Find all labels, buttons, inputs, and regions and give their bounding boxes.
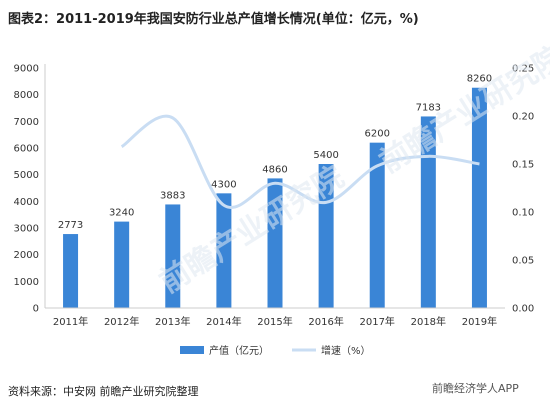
x-tick-label: 2011年 xyxy=(53,315,88,328)
bar-group: 2773 3240 3883 4300 4860 5400 6200 7183 8260 xyxy=(58,74,492,308)
y-left-tick-label: 4000 xyxy=(14,197,39,208)
bar-value-label: 4300 xyxy=(211,179,236,190)
x-tick-label: 2016年 xyxy=(308,315,343,328)
y-right-tick-label: 0.15 xyxy=(512,160,534,171)
bar-value-label: 2773 xyxy=(58,220,83,231)
x-tick-label: 2013年 xyxy=(155,315,190,328)
y-left-tick-label: 7000 xyxy=(14,117,39,128)
y-right-tick-label: 0.05 xyxy=(512,256,534,267)
x-tick-label: 2012年 xyxy=(104,315,139,328)
x-tick-label: 2017年 xyxy=(359,315,394,328)
bar-2013年 xyxy=(165,204,181,308)
growth-line xyxy=(120,114,480,209)
y-left-tick-label: 0 xyxy=(33,304,39,315)
legend: 产值（亿元） 增速（%） xyxy=(180,344,371,357)
y-left-tick-label: 2000 xyxy=(14,250,39,261)
x-tick-label: 2015年 xyxy=(257,315,292,328)
bar-value-label: 4860 xyxy=(262,164,287,175)
bar-2011年 xyxy=(63,234,79,308)
legend-bar-swatch xyxy=(180,346,204,354)
bar-2018年 xyxy=(420,116,436,308)
legend-bar-label: 产值（亿元） xyxy=(209,344,269,357)
y-left-tick-label: 6000 xyxy=(14,144,39,155)
x-tick-label: 2014年 xyxy=(206,315,241,328)
y-right-tick-label: 0.20 xyxy=(512,112,534,123)
growth-line-group xyxy=(120,114,480,209)
bar-2019年 xyxy=(471,87,487,308)
bar-2016年 xyxy=(318,164,334,308)
x-tick-label: 2019年 xyxy=(462,315,497,328)
bar-2015年 xyxy=(267,178,283,308)
axes-group: 0 1000 2000 3000 4000 5000 6000 7000 8000 9000 0.0… xyxy=(14,64,535,329)
y-left-tick-label: 9000 xyxy=(14,64,39,75)
bar-2014年 xyxy=(216,193,232,308)
y-left-tick-label: 1000 xyxy=(14,277,39,288)
y-right-tick-label: 0.10 xyxy=(512,208,534,219)
y-left-tick-label: 5000 xyxy=(14,170,39,181)
bar-2017年 xyxy=(369,142,385,308)
corner-logo: 前瞻经济学人APP xyxy=(432,382,519,395)
y-right-tick-label: 0.25 xyxy=(512,64,534,75)
bar-value-label: 3240 xyxy=(109,208,134,219)
bar-value-label: 8260 xyxy=(467,74,492,85)
bar-value-label: 7183 xyxy=(416,102,441,113)
y-left-tick-label: 3000 xyxy=(14,224,39,235)
bar-value-label: 5400 xyxy=(313,150,338,161)
x-tick-label: 2018年 xyxy=(411,315,446,328)
bar-value-label: 6200 xyxy=(364,129,389,140)
chart-title: 图表2：2011-2019年我国安防行业总产值增长情况(单位：亿元，%) xyxy=(8,12,419,27)
y-right-tick-label: 0.00 xyxy=(512,304,534,315)
legend-line-label: 增速（%） xyxy=(321,344,371,357)
source-note: 资料来源：中安网 前瞻产业研究院整理 xyxy=(8,385,199,398)
bar-2012年 xyxy=(114,221,130,308)
bar-value-label: 3883 xyxy=(160,190,185,201)
y-left-tick-label: 8000 xyxy=(14,90,39,101)
